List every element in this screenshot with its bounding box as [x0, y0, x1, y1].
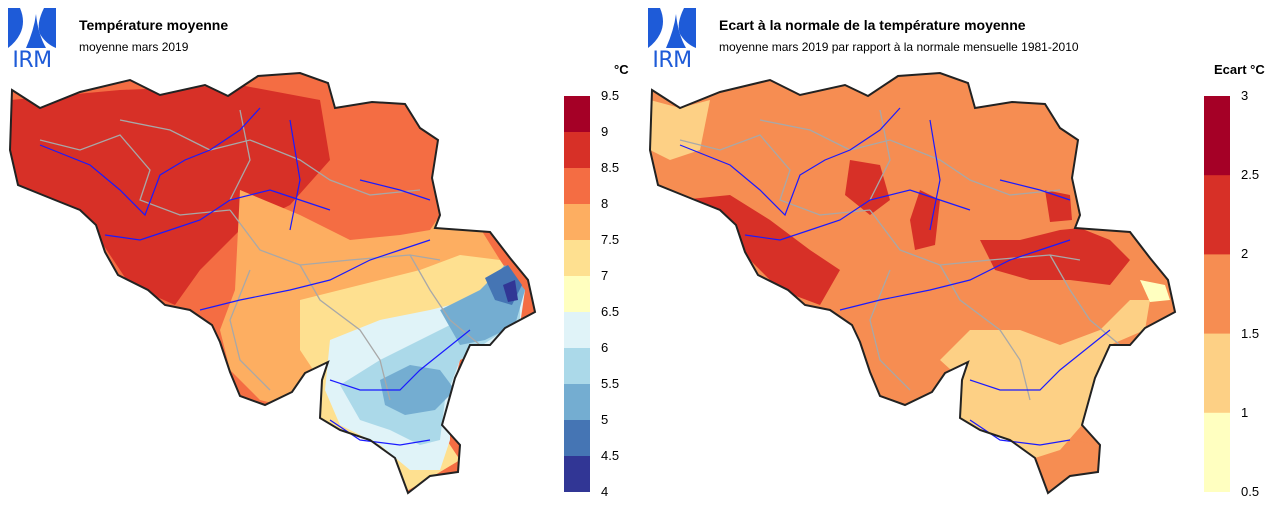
- legend-swatch: [564, 384, 590, 421]
- zone-0.5-1: [1140, 280, 1170, 302]
- legend-swatch: [564, 96, 590, 133]
- legend-tick-label: 1.5: [1241, 325, 1260, 341]
- legend-tick-label: 4.5: [601, 448, 620, 463]
- legend-tick-label: 5.5: [601, 376, 620, 391]
- legend-tick-label: 7: [601, 268, 609, 283]
- rivers: [679, 107, 1111, 446]
- legend-colorbar: [1204, 96, 1230, 492]
- country-border: [8, 71, 537, 495]
- legend-tick-label: 2.5: [1241, 167, 1260, 183]
- legend-tick-label: 1: [1241, 404, 1249, 420]
- country-border: [648, 71, 1177, 495]
- legend-colorbar: [564, 96, 590, 492]
- map-subtitle: moyenne mars 2019 par rapport à la norma…: [719, 40, 1079, 54]
- legend-tick-label: 8: [601, 196, 609, 211]
- legend-unit: °C: [614, 62, 629, 77]
- temperature-panel: IRM Température moyenne moyenne mars 201…: [6, 4, 629, 499]
- legend-swatch: [564, 312, 590, 349]
- legend-tick-label: 9.5: [601, 88, 620, 103]
- legend-swatch: [564, 240, 590, 277]
- anomaly-panel: IRM Ecart à la normale de la température…: [640, 0, 1280, 507]
- province-borders: [679, 109, 1121, 401]
- zone-4-4.5: [503, 280, 518, 302]
- legend-swatch: [1204, 96, 1230, 176]
- legend-tick-label: 4: [601, 484, 609, 499]
- irm-logo: IRM: [646, 4, 698, 72]
- legend-tick-label: 8.5: [601, 160, 620, 175]
- map-subtitle: moyenne mars 2019: [79, 40, 189, 54]
- irm-logo-text: IRM: [652, 48, 692, 73]
- legend-tick-label: 3: [1241, 88, 1249, 103]
- map-title: Température moyenne: [79, 17, 229, 33]
- rivers: [39, 107, 471, 446]
- legend-swatch: [564, 168, 590, 205]
- legend-swatch: [1204, 412, 1230, 492]
- map-title: Ecart à la normale de la température moy…: [719, 17, 1026, 33]
- legend-swatch: [564, 276, 590, 313]
- legend-swatch: [564, 204, 590, 241]
- legend-swatch: [564, 348, 590, 385]
- zone-2-2.5-b: [845, 160, 890, 215]
- province-borders: [39, 109, 481, 401]
- zone-2-2.5-c: [910, 190, 940, 250]
- legend-tick-label: 5: [601, 412, 609, 427]
- legend-tick-label: 7.5: [601, 232, 620, 247]
- zone-2-2.5-d: [980, 228, 1130, 285]
- legend-swatch: [1204, 333, 1230, 414]
- legend-tick-label: 9: [601, 124, 609, 139]
- legend-tick-label: 0.5: [1241, 484, 1260, 499]
- legend-swatch: [564, 420, 590, 457]
- legend-swatch: [564, 456, 590, 492]
- zone-5.5-6-b: [380, 365, 455, 415]
- irm-logo-icon: [8, 8, 56, 48]
- legend-unit: Ecart °C: [1214, 62, 1265, 77]
- legend-swatch: [1204, 175, 1230, 255]
- legend-swatch: [564, 132, 590, 169]
- temperature-map: [8, 71, 537, 495]
- anomaly-map: [648, 71, 1177, 495]
- legend-tick-label: 6.5: [601, 304, 620, 319]
- zone-1.5-2-south: [1070, 440, 1100, 472]
- legend-tick-label: 6: [601, 340, 609, 355]
- irm-logo-text: IRM: [12, 48, 52, 73]
- irm-logo-icon: [648, 8, 696, 48]
- irm-logo: IRM: [6, 4, 58, 72]
- legend-tick-label: 2: [1241, 246, 1249, 262]
- zone-1-1.5-coast: [650, 100, 710, 160]
- legend-swatch: [1204, 254, 1230, 335]
